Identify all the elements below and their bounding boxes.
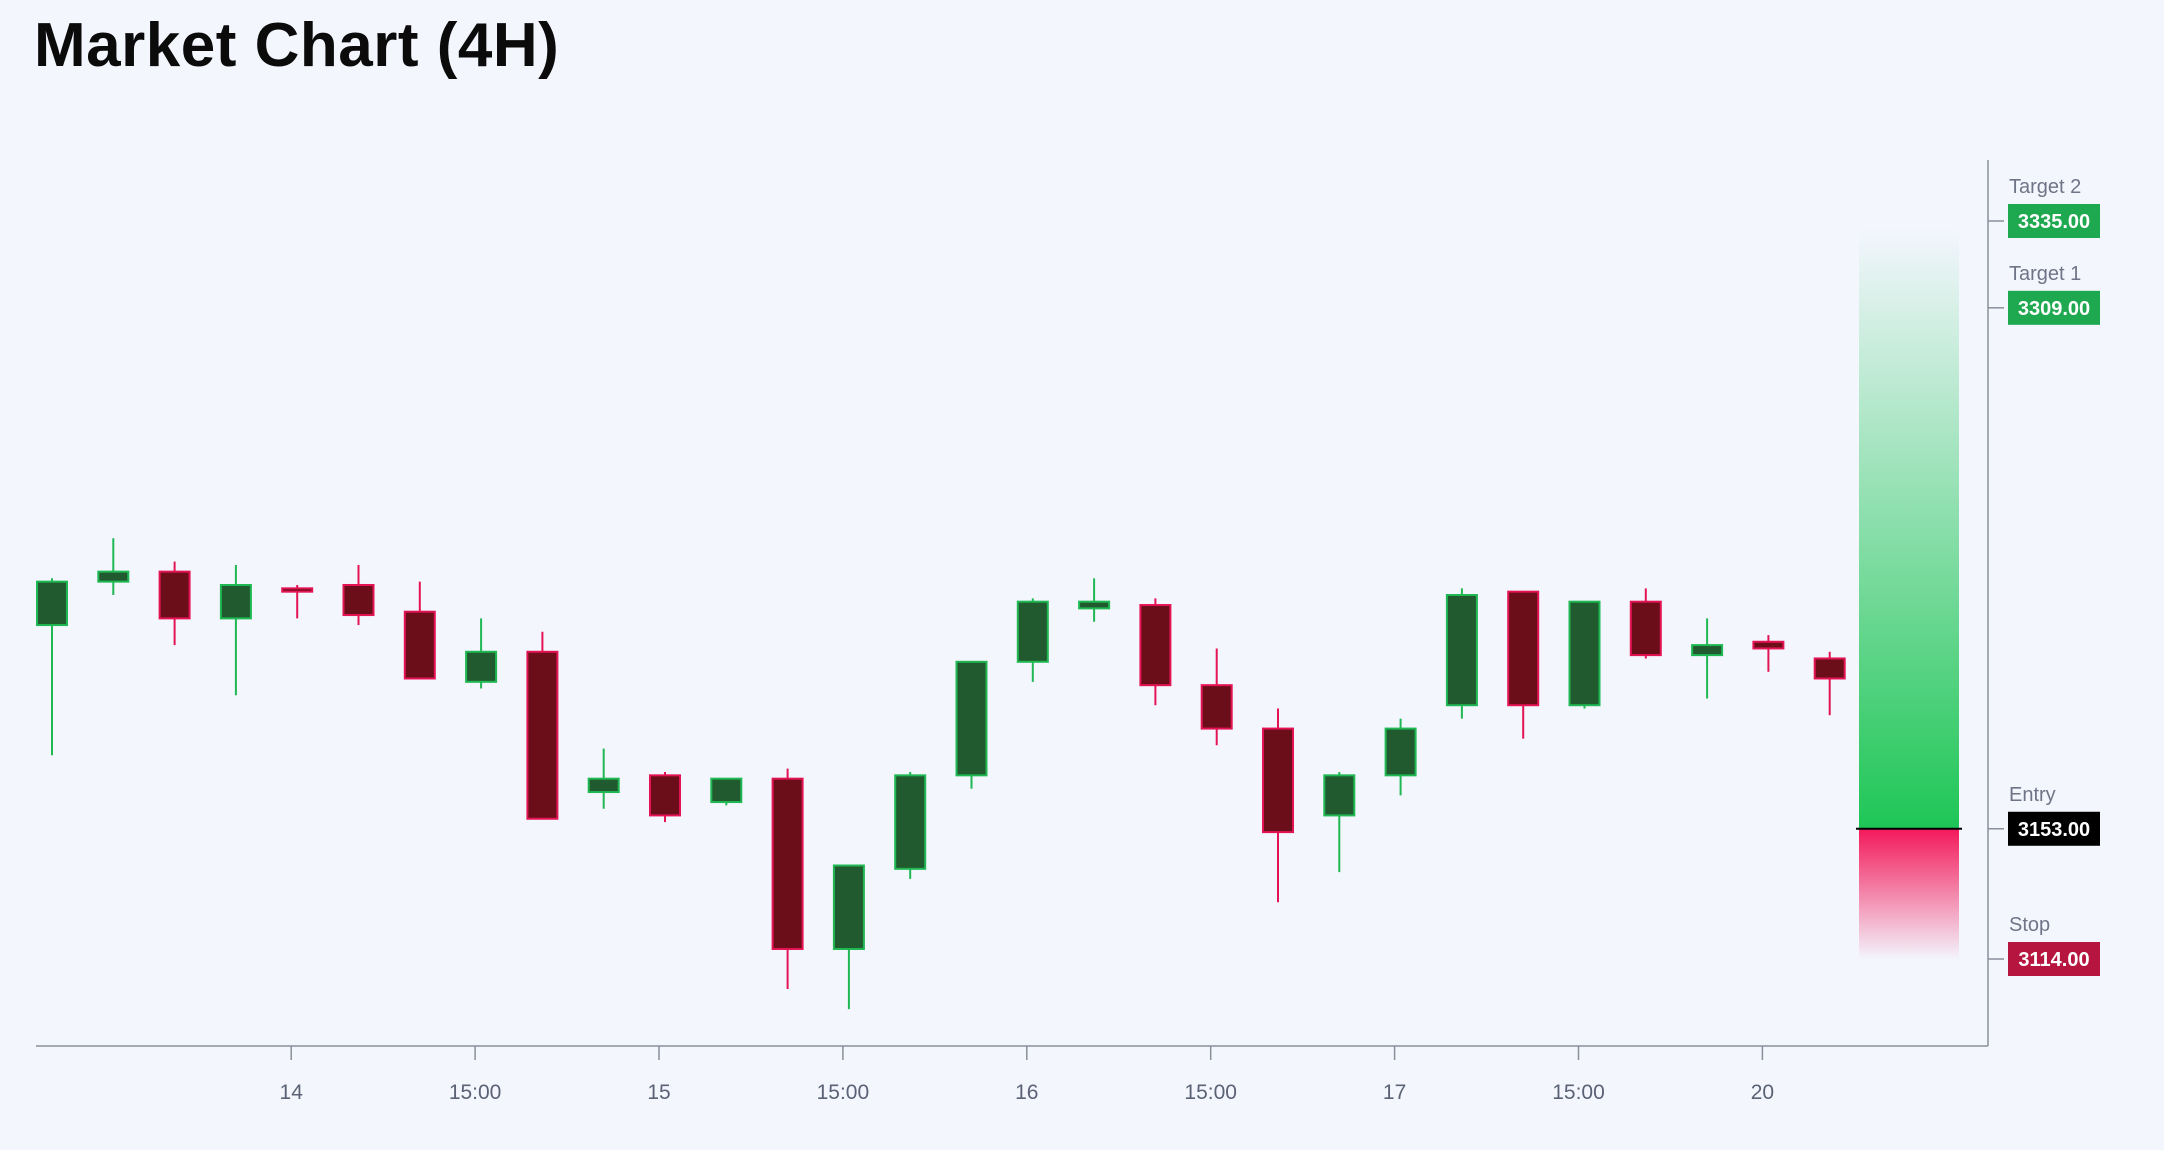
x-axis-ticks: 14 15:00 15 15:00 16 15:00 17 15:00 20	[280, 1046, 1774, 1104]
candle-body	[1016, 600, 1049, 663]
candle-body	[955, 660, 988, 777]
candle-body	[97, 570, 130, 583]
level-name: Target 1	[2009, 263, 2081, 285]
level-value: 3114.00	[2018, 949, 2089, 971]
price-level-target-1: Target 1 3309.00	[1988, 263, 2100, 325]
price-levels: Target 2 3335.00 Target 1 3309.00 Entry 3153.…	[1988, 176, 2100, 976]
candle	[219, 564, 252, 696]
candle	[1507, 590, 1540, 739]
candle	[832, 864, 865, 1010]
candle-body	[1691, 644, 1724, 657]
level-name: Target 2	[2009, 176, 2081, 198]
candle-body	[771, 777, 804, 950]
candle-body	[36, 580, 68, 627]
candle-body	[1323, 774, 1356, 817]
candle	[465, 618, 498, 689]
price-level-target-2: Target 2 3335.00	[1988, 176, 2100, 238]
candle	[1139, 598, 1172, 706]
candle	[1323, 771, 1356, 873]
x-tick-label: 14	[280, 1081, 304, 1104]
candle-body	[1139, 604, 1172, 687]
level-value: 3335.00	[2018, 211, 2090, 233]
candle-body	[587, 777, 620, 794]
candle	[1752, 635, 1785, 672]
candle-body	[1078, 600, 1111, 610]
candle	[1813, 651, 1846, 716]
candle	[526, 631, 559, 820]
candle	[1200, 648, 1233, 746]
candle-body	[1445, 594, 1478, 707]
level-value: 3153.00	[2018, 819, 2090, 841]
x-tick-label: 17	[1383, 1081, 1406, 1104]
candle	[342, 564, 375, 626]
chart-axes	[36, 160, 1989, 1047]
price-level-entry: Entry 3153.00	[1988, 784, 2100, 846]
candle	[97, 538, 130, 596]
level-badge	[2008, 290, 2100, 325]
candle	[1262, 708, 1294, 903]
x-tick-label: 15:00	[817, 1081, 870, 1104]
candle	[771, 768, 804, 990]
candle	[894, 771, 927, 879]
candle	[1445, 588, 1478, 719]
target-zone	[1859, 229, 1959, 829]
candle-body	[649, 774, 681, 817]
x-tick-label: 20	[1751, 1081, 1774, 1104]
price-level-stop: Stop 3114.00	[1988, 914, 2100, 976]
x-tick-label: 15:00	[1184, 1081, 1237, 1104]
candle-body	[1200, 684, 1233, 730]
candle	[1384, 718, 1417, 796]
candle-body	[1813, 657, 1846, 680]
candle	[1016, 598, 1049, 682]
level-badge	[2008, 811, 2100, 846]
level-badge	[2008, 942, 2100, 976]
candle	[587, 748, 620, 809]
candle	[403, 581, 436, 680]
candle-body	[1384, 727, 1417, 777]
candle	[1568, 600, 1601, 709]
candle	[955, 660, 988, 789]
level-value: 3309.00	[2018, 298, 2090, 320]
x-tick-label: 15	[647, 1081, 670, 1104]
candle	[649, 771, 681, 823]
candle-body	[403, 610, 436, 680]
x-tick-label: 15:00	[449, 1081, 502, 1104]
candle-body	[158, 570, 191, 620]
candle-body	[1752, 640, 1785, 650]
candle-body	[894, 774, 927, 870]
candle	[1078, 578, 1111, 622]
level-name: Entry	[2009, 784, 2056, 806]
candle	[36, 578, 68, 756]
x-tick-label: 15:00	[1552, 1081, 1605, 1104]
candle	[281, 584, 314, 619]
candle-body	[832, 864, 865, 950]
candle	[1691, 618, 1724, 699]
candle	[710, 777, 743, 806]
x-tick-label: 16	[1015, 1081, 1038, 1104]
candle-body	[219, 583, 252, 620]
candle-body	[281, 587, 314, 593]
candle-body	[1262, 727, 1294, 834]
candle	[158, 561, 191, 646]
candle-body	[465, 650, 498, 683]
candle-body	[342, 583, 375, 617]
candle-body	[1507, 590, 1540, 707]
candle	[1629, 588, 1662, 659]
trade-zones	[1856, 229, 1962, 960]
candle-body	[526, 650, 559, 820]
candle-body	[1568, 600, 1601, 707]
candles	[36, 538, 1846, 1010]
chart-title: Market Chart (4H)	[34, 11, 560, 80]
stop-zone	[1859, 828, 1959, 960]
candle-body	[710, 777, 743, 804]
level-name: Stop	[2009, 914, 2050, 936]
candle-body	[1629, 600, 1662, 657]
level-badge	[2008, 204, 2100, 238]
